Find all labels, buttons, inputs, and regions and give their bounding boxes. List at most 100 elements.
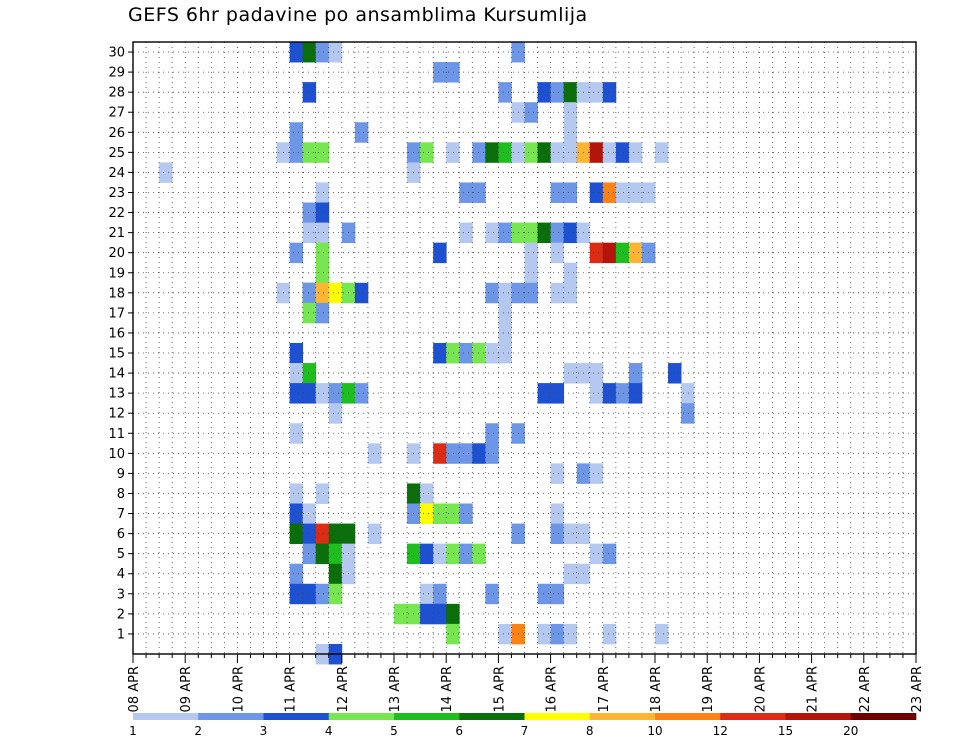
heatmap-cell bbox=[446, 603, 460, 625]
heatmap-cell bbox=[602, 82, 617, 103]
y-tick-label: 20 bbox=[108, 246, 125, 261]
heatmap-cell bbox=[315, 242, 330, 264]
heatmap-cell bbox=[550, 383, 565, 404]
heatmap-cell bbox=[589, 383, 604, 404]
y-tick-label: 18 bbox=[108, 286, 125, 301]
heatmap-cell bbox=[563, 282, 578, 304]
heatmap-cell bbox=[433, 242, 447, 264]
legend-swatch bbox=[785, 713, 852, 720]
heatmap-cell bbox=[315, 302, 330, 324]
y-tick-label: 14 bbox=[108, 367, 125, 382]
legend-swatch bbox=[720, 713, 786, 720]
heatmap-cell bbox=[589, 463, 604, 484]
heatmap-cell bbox=[472, 142, 486, 163]
y-tick-label: 3 bbox=[117, 587, 125, 602]
heatmap-cell bbox=[537, 583, 551, 605]
y-tick-label: 30 bbox=[108, 46, 125, 61]
y-tick-label: 15 bbox=[108, 347, 125, 362]
legend-label: 4 bbox=[325, 724, 333, 738]
y-tick-label: 1 bbox=[117, 627, 125, 642]
heatmap-cell bbox=[315, 142, 330, 163]
heatmap-cell bbox=[420, 603, 434, 625]
y-tick-label: 29 bbox=[108, 66, 125, 81]
heatmap-cell bbox=[459, 543, 473, 565]
heatmap-cell bbox=[302, 363, 317, 384]
heatmap-cell bbox=[459, 503, 473, 524]
heatmap-cell bbox=[446, 543, 460, 565]
heatmap-cell bbox=[328, 563, 343, 585]
heatmap-cell bbox=[537, 222, 551, 244]
heatmap-cell bbox=[602, 242, 617, 264]
heatmap-cell bbox=[289, 363, 304, 384]
heatmap-cell bbox=[315, 282, 330, 304]
heatmap-cell bbox=[289, 503, 304, 524]
legend-swatch bbox=[394, 713, 460, 720]
heatmap-cell bbox=[602, 383, 617, 404]
heatmap-cell bbox=[615, 142, 630, 163]
heatmap-cell bbox=[302, 543, 317, 565]
heatmap-cell bbox=[328, 383, 343, 404]
heatmap-cell bbox=[394, 603, 408, 625]
heatmap-cell bbox=[589, 242, 604, 264]
heatmap-cell bbox=[367, 443, 382, 464]
heatmap-cell bbox=[524, 102, 538, 123]
heatmap-cell bbox=[159, 162, 173, 183]
y-tick-label: 24 bbox=[108, 166, 125, 181]
heatmap-cell bbox=[420, 142, 434, 163]
heatmap-cell bbox=[628, 182, 643, 203]
heatmap-cell bbox=[537, 383, 551, 404]
heatmap-cell bbox=[367, 523, 382, 545]
heatmap-cell bbox=[681, 403, 695, 424]
heatmap-cell bbox=[433, 543, 447, 565]
heatmap-cell bbox=[524, 282, 538, 304]
y-tick-label: 21 bbox=[108, 226, 125, 241]
heatmap-cell bbox=[459, 342, 473, 364]
heatmap-cell bbox=[498, 142, 512, 163]
heatmap-cell bbox=[485, 423, 499, 444]
heatmap-cell bbox=[602, 182, 617, 203]
legend-label: 6 bbox=[455, 724, 463, 738]
heatmap-cell bbox=[537, 82, 551, 103]
heatmap-cell bbox=[524, 142, 538, 163]
heatmap-cell bbox=[315, 42, 330, 63]
heatmap-cell bbox=[302, 583, 317, 605]
heatmap-cell bbox=[498, 222, 512, 244]
heatmap-cell bbox=[589, 543, 604, 565]
heatmap-cell bbox=[302, 222, 317, 244]
x-tick-label: 15 APR bbox=[492, 666, 507, 712]
heatmap-cell bbox=[498, 82, 512, 103]
heatmap-cell bbox=[302, 383, 317, 404]
heatmap-cell bbox=[550, 623, 565, 645]
heatmap-cell bbox=[315, 523, 330, 545]
heatmap-cell bbox=[302, 523, 317, 545]
heatmap-cell bbox=[602, 623, 617, 645]
heatmap-cell bbox=[563, 262, 578, 284]
heatmap-cell bbox=[433, 603, 447, 625]
x-tick-label: 20 APR bbox=[753, 666, 768, 712]
legend-label: 12 bbox=[713, 724, 728, 738]
legend-label: 7 bbox=[521, 724, 529, 738]
legend-swatch bbox=[133, 713, 199, 720]
heatmap-cell bbox=[485, 282, 499, 304]
heatmap-cell bbox=[302, 142, 317, 163]
heatmap-cell bbox=[472, 342, 486, 364]
heatmap-cell bbox=[289, 423, 304, 444]
heatmap-cell bbox=[315, 262, 330, 284]
x-tick-label: 22 APR bbox=[858, 666, 873, 712]
heatmap-cell bbox=[550, 242, 565, 264]
heatmap-cell bbox=[315, 483, 330, 504]
heatmap-cell bbox=[550, 182, 565, 203]
heatmap-cell bbox=[446, 62, 460, 83]
legend-swatch bbox=[850, 713, 917, 720]
y-tick-label: 13 bbox=[108, 387, 125, 402]
heatmap-cell bbox=[550, 503, 565, 524]
heatmap-cell bbox=[537, 142, 551, 163]
heatmap-cell bbox=[433, 342, 447, 364]
heatmap-cell bbox=[459, 222, 473, 244]
heatmap-cell bbox=[302, 42, 317, 63]
heatmap-cell bbox=[354, 122, 369, 143]
heatmap-cell bbox=[655, 142, 669, 163]
heatmap-cell bbox=[315, 222, 330, 244]
x-tick-label: 21 APR bbox=[806, 666, 821, 712]
y-tick-label: 5 bbox=[117, 547, 125, 562]
